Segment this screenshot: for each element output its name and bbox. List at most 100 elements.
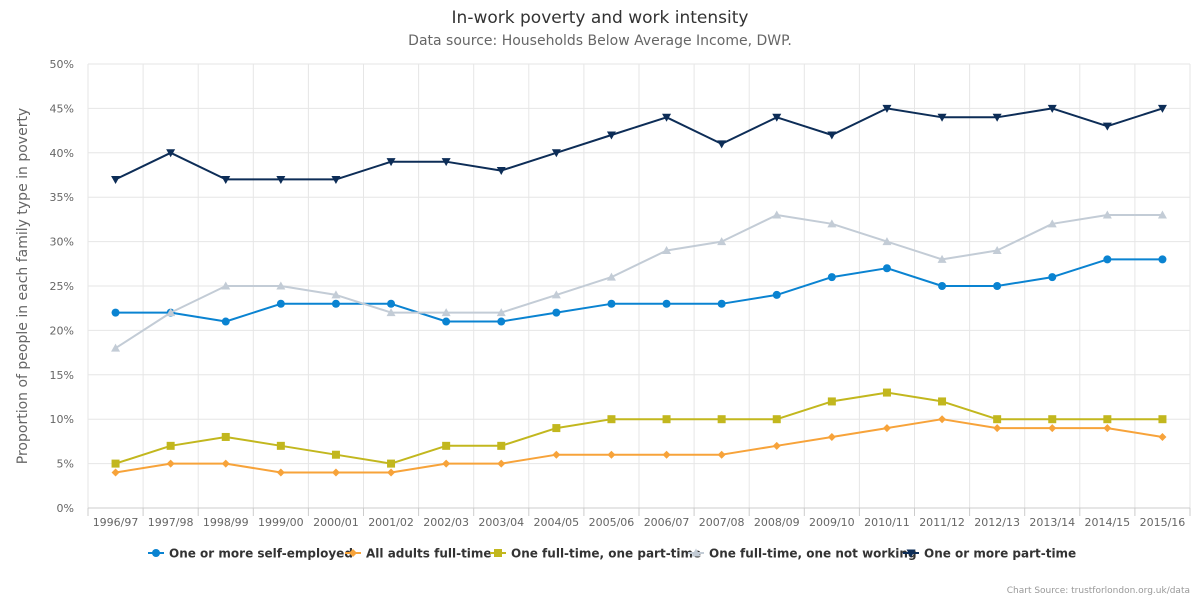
data-point[interactable] bbox=[331, 468, 340, 477]
data-point[interactable] bbox=[717, 140, 727, 149]
data-point[interactable] bbox=[1102, 210, 1112, 219]
data-point[interactable] bbox=[772, 113, 782, 122]
data-point[interactable] bbox=[1103, 424, 1112, 433]
data-point[interactable] bbox=[993, 424, 1002, 433]
data-point[interactable] bbox=[1102, 122, 1112, 131]
data-point[interactable] bbox=[111, 308, 120, 317]
data-point[interactable] bbox=[882, 104, 892, 113]
data-point[interactable] bbox=[497, 317, 506, 326]
data-point[interactable] bbox=[772, 441, 781, 450]
data-point[interactable] bbox=[276, 468, 285, 477]
data-point[interactable] bbox=[938, 282, 947, 290]
data-point[interactable] bbox=[276, 281, 286, 290]
data-point[interactable] bbox=[607, 450, 616, 459]
data-point[interactable] bbox=[166, 308, 176, 317]
series-line-3[interactable] bbox=[114, 214, 1163, 350]
data-point[interactable] bbox=[387, 468, 396, 477]
data-point[interactable] bbox=[662, 415, 671, 424]
data-point[interactable] bbox=[607, 415, 616, 424]
data-point[interactable] bbox=[111, 459, 120, 468]
data-point[interactable] bbox=[662, 450, 671, 459]
data-point[interactable] bbox=[882, 388, 891, 397]
series-line-0[interactable] bbox=[115, 258, 1163, 323]
data-point[interactable] bbox=[442, 317, 451, 326]
data-point[interactable] bbox=[1103, 415, 1112, 424]
series-line-4[interactable] bbox=[115, 107, 1163, 181]
data-point[interactable] bbox=[717, 299, 726, 308]
data-point[interactable] bbox=[1158, 255, 1167, 264]
data-point[interactable] bbox=[1048, 424, 1057, 433]
data-point[interactable] bbox=[1157, 104, 1167, 113]
data-point[interactable] bbox=[1048, 273, 1057, 282]
data-point[interactable] bbox=[827, 273, 836, 282]
data-point[interactable] bbox=[827, 397, 836, 406]
data-point[interactable] bbox=[992, 113, 1002, 122]
data-point[interactable] bbox=[606, 131, 616, 140]
data-point[interactable] bbox=[1157, 210, 1167, 219]
data-point[interactable] bbox=[111, 343, 121, 352]
data-point[interactable] bbox=[662, 245, 672, 254]
data-point[interactable] bbox=[993, 282, 1002, 290]
series-line-2[interactable] bbox=[115, 391, 1163, 465]
data-point[interactable] bbox=[1158, 432, 1167, 441]
data-point[interactable] bbox=[937, 113, 947, 122]
data-point[interactable] bbox=[111, 175, 121, 184]
data-point[interactable] bbox=[827, 219, 837, 228]
data-point[interactable] bbox=[166, 459, 175, 468]
data-point[interactable] bbox=[387, 299, 396, 308]
data-point[interactable] bbox=[552, 450, 561, 459]
data-point[interactable] bbox=[772, 210, 782, 219]
data-point[interactable] bbox=[1047, 219, 1057, 228]
data-point[interactable] bbox=[607, 299, 616, 308]
legend-item-label[interactable]: One full-time, one not working bbox=[709, 547, 917, 561]
data-point[interactable] bbox=[1048, 415, 1057, 424]
legend-item-label[interactable]: One or more self-employed bbox=[169, 547, 353, 561]
data-point[interactable] bbox=[387, 459, 396, 468]
legend-swatch-marker[interactable] bbox=[494, 549, 502, 557]
data-point[interactable] bbox=[551, 290, 561, 299]
data-point[interactable] bbox=[442, 459, 451, 468]
data-point[interactable] bbox=[331, 290, 341, 299]
data-point[interactable] bbox=[221, 432, 230, 441]
data-point[interactable] bbox=[276, 299, 285, 308]
data-point[interactable] bbox=[331, 299, 340, 308]
data-point[interactable] bbox=[386, 158, 396, 167]
data-point[interactable] bbox=[276, 175, 286, 184]
data-point[interactable] bbox=[937, 254, 947, 263]
data-point[interactable] bbox=[551, 149, 561, 158]
data-point[interactable] bbox=[111, 468, 120, 477]
data-point[interactable] bbox=[662, 113, 672, 122]
legend-swatch-marker[interactable] bbox=[152, 549, 160, 557]
data-point[interactable] bbox=[1158, 415, 1167, 424]
data-point[interactable] bbox=[1047, 104, 1057, 113]
data-point[interactable] bbox=[882, 424, 891, 433]
data-point[interactable] bbox=[992, 245, 1002, 254]
data-point[interactable] bbox=[496, 308, 506, 317]
data-point[interactable] bbox=[166, 441, 175, 450]
legend-swatch-marker[interactable] bbox=[349, 549, 357, 557]
data-point[interactable] bbox=[717, 237, 727, 246]
legend-swatch-marker[interactable] bbox=[691, 548, 701, 557]
series-line-1[interactable] bbox=[115, 418, 1163, 474]
data-point[interactable] bbox=[442, 441, 451, 450]
data-point[interactable] bbox=[717, 415, 726, 424]
data-point[interactable] bbox=[221, 317, 230, 326]
data-point[interactable] bbox=[497, 441, 506, 450]
data-point[interactable] bbox=[662, 299, 671, 308]
data-point[interactable] bbox=[276, 441, 285, 450]
data-point[interactable] bbox=[497, 459, 506, 468]
data-point[interactable] bbox=[772, 290, 781, 299]
data-point[interactable] bbox=[938, 415, 947, 424]
legend-item-label[interactable]: All adults full-time bbox=[366, 547, 492, 561]
data-point[interactable] bbox=[827, 432, 836, 441]
legend-swatch-marker[interactable] bbox=[906, 549, 916, 558]
data-point[interactable] bbox=[717, 450, 726, 459]
data-point[interactable] bbox=[882, 264, 891, 273]
data-point[interactable] bbox=[1103, 255, 1112, 264]
data-point[interactable] bbox=[882, 237, 892, 246]
data-point[interactable] bbox=[772, 415, 781, 424]
data-point[interactable] bbox=[441, 308, 451, 317]
chart-source[interactable]: Chart Source: trustforlondon.org.uk/data bbox=[1006, 586, 1190, 596]
data-point[interactable] bbox=[827, 131, 837, 140]
data-point[interactable] bbox=[331, 175, 341, 184]
